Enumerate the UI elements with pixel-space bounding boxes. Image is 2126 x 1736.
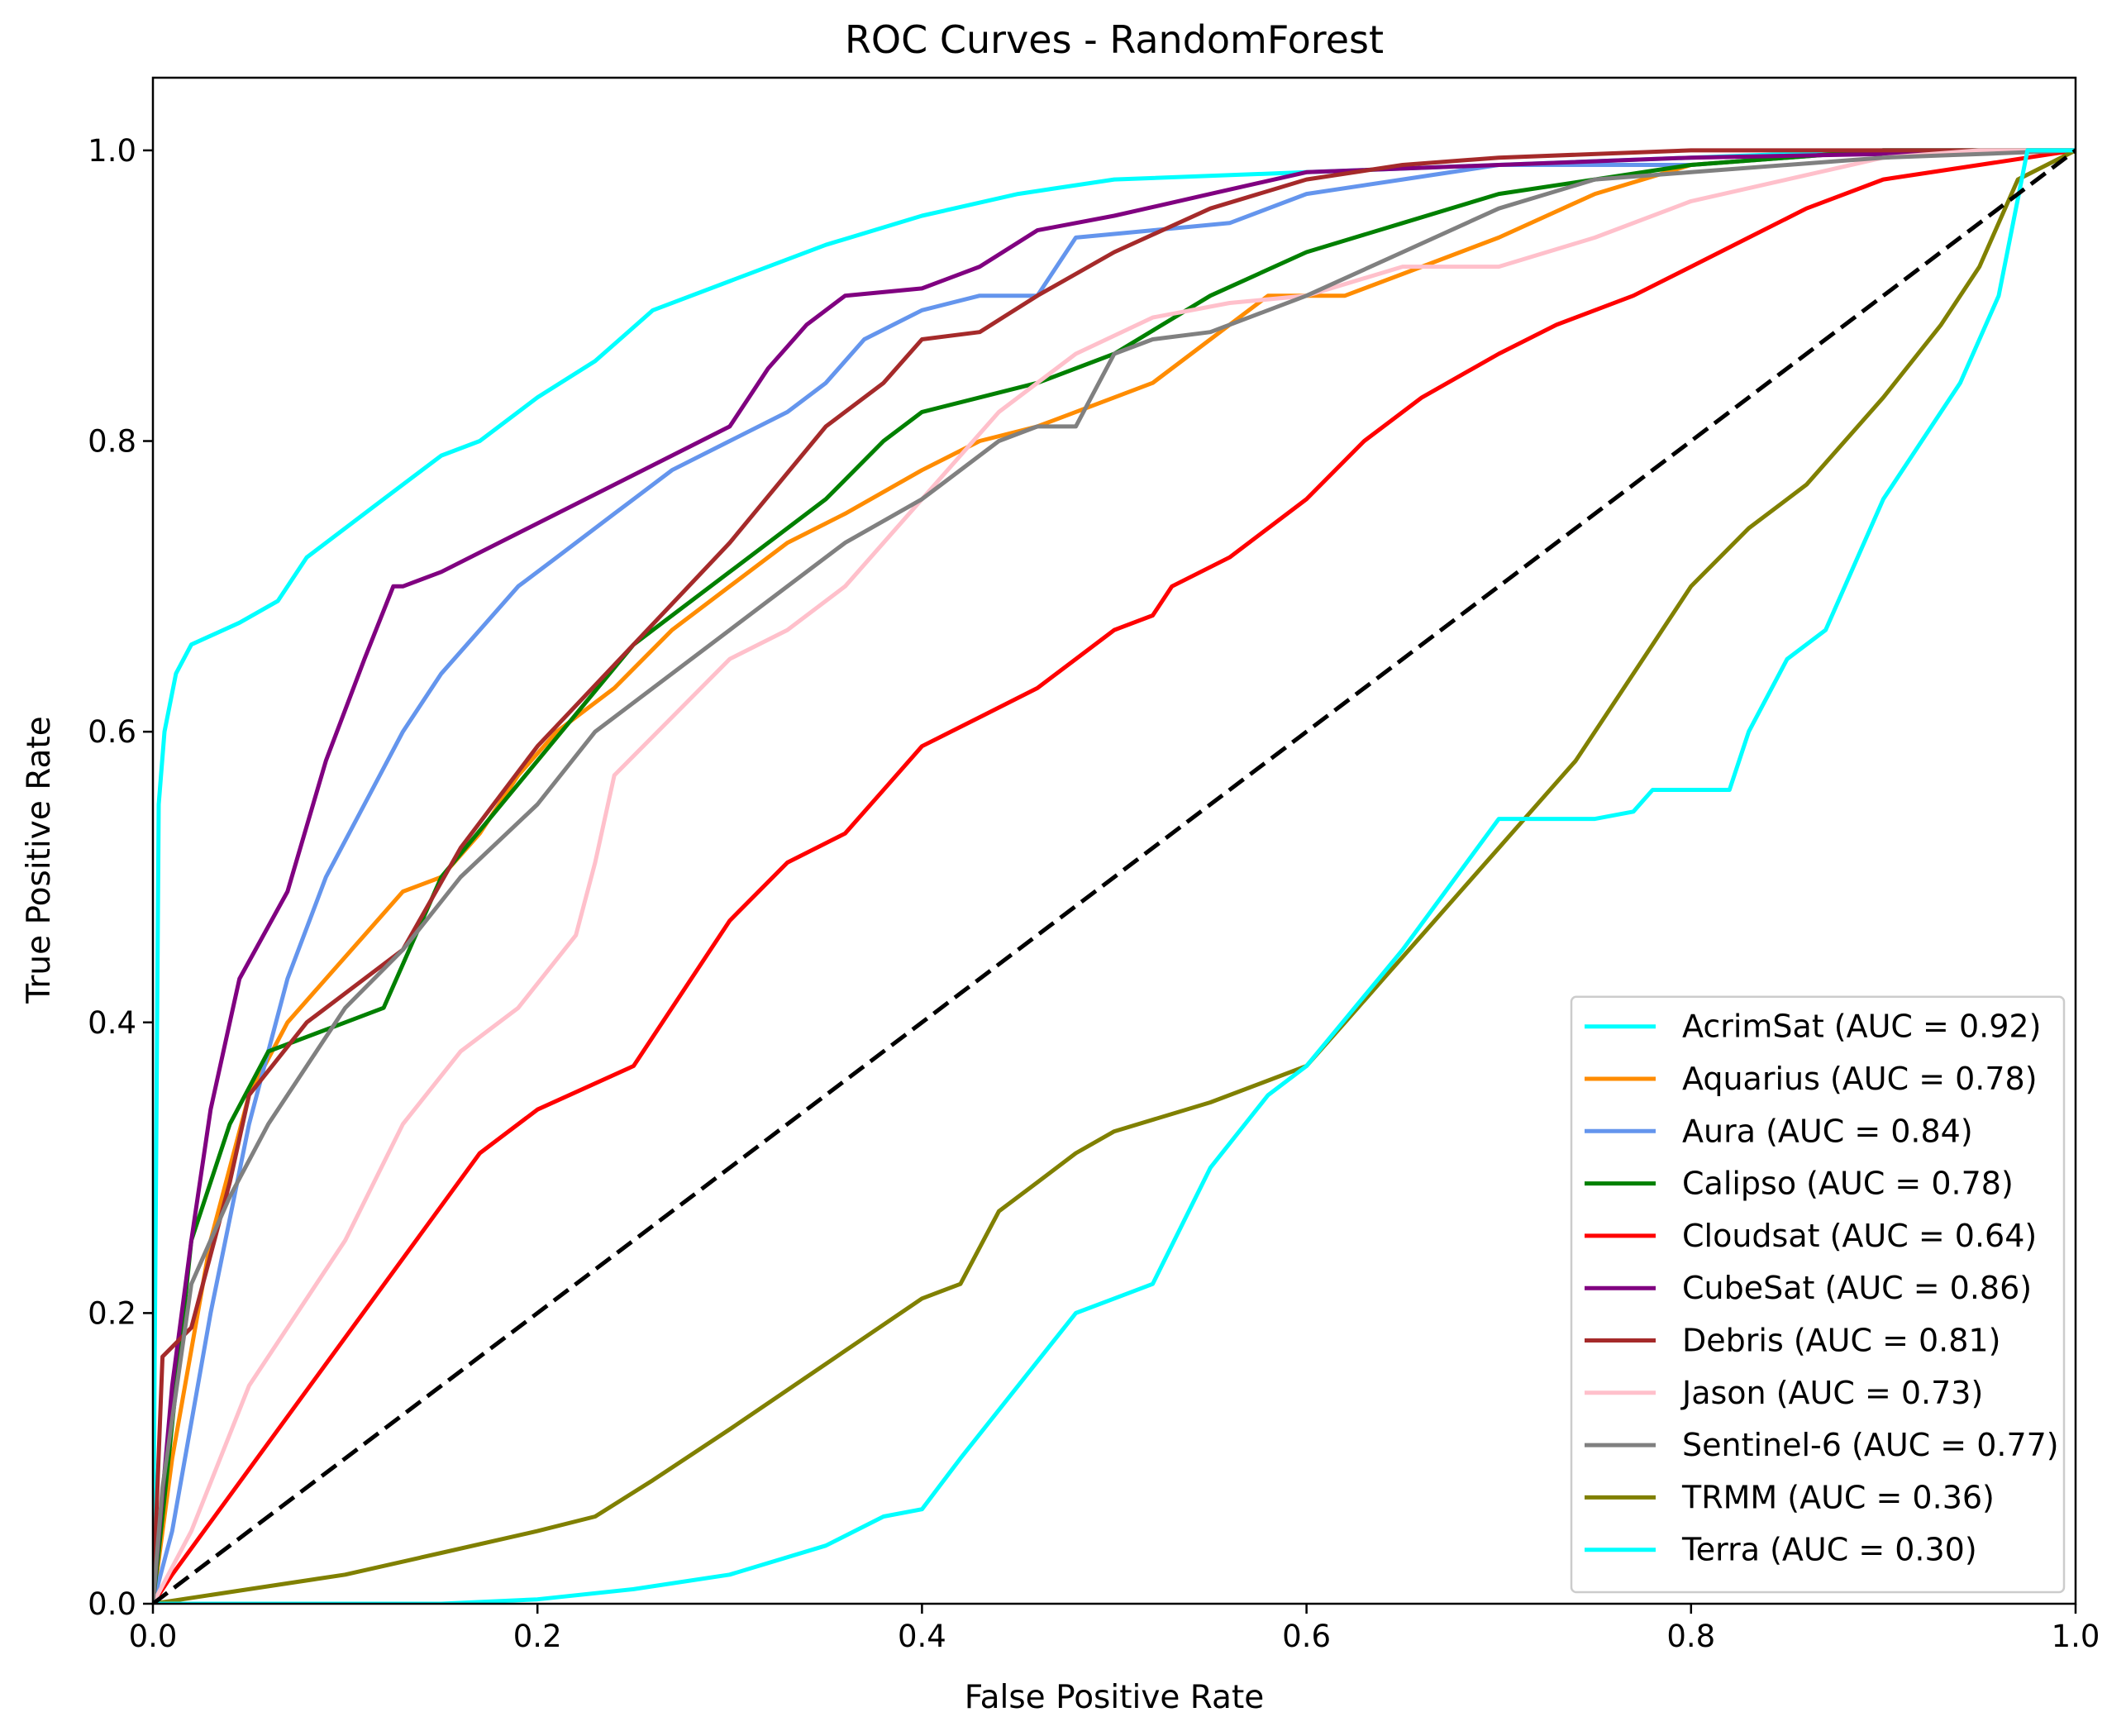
legend-label-sentinel-6: Sentinel-6 (AUC = 0.77) — [1682, 1427, 2059, 1463]
series-line-sentinel-6 — [153, 148, 2076, 1604]
x-tick-label: 0.4 — [898, 1619, 946, 1654]
series-line-jason — [153, 148, 2076, 1604]
x-axis-title: False Positive Rate — [965, 1679, 1264, 1716]
series-line-cubesat — [153, 148, 2076, 1604]
series-line-calipso — [153, 148, 2076, 1604]
y-tick-label: 0.8 — [88, 424, 136, 460]
y-axis-title: True Positive Rate — [21, 716, 58, 1004]
plot-area — [153, 148, 2076, 1604]
series-line-aura — [153, 148, 2076, 1604]
legend-label-jason: Jason (AUC = 0.73) — [1680, 1375, 1983, 1411]
legend-label-cubesat: CubeSat (AUC = 0.86) — [1682, 1270, 2032, 1306]
y-tick-label: 1.0 — [88, 133, 136, 169]
y-tick-label: 0.0 — [88, 1586, 136, 1622]
legend-label-trmm: TRMM (AUC = 0.36) — [1681, 1479, 1995, 1515]
legend-label-debris: Debris (AUC = 0.81) — [1682, 1323, 2000, 1359]
x-tick-label: 0.2 — [513, 1619, 562, 1654]
series-line-debris — [153, 148, 2076, 1604]
plot-frame — [151, 76, 2077, 1605]
baseline-diagonal — [153, 148, 2076, 1604]
legend: AcrimSat (AUC = 0.92) Aquarius (AUC = 0.7… — [1570, 995, 2066, 1594]
y-tick-label: 0.2 — [88, 1295, 136, 1331]
legend-label-aquarius: Aquarius (AUC = 0.78) — [1682, 1061, 2038, 1097]
x-tick-label: 0.0 — [129, 1619, 178, 1654]
legend-label-calipso: Calipso (AUC = 0.78) — [1682, 1166, 2014, 1202]
x-tick-label: 0.8 — [1666, 1619, 1715, 1654]
chart-title: ROC Curves - RandomForest — [845, 17, 1384, 62]
x-tick-label: 1.0 — [2052, 1619, 2100, 1654]
y-tick-label: 0.6 — [88, 714, 136, 750]
legend-label-cloudsat: Cloudsat (AUC = 0.64) — [1682, 1218, 2037, 1254]
y-tick-label: 0.4 — [88, 1005, 136, 1041]
legend-label-aura: Aura (AUC = 0.84) — [1682, 1113, 1973, 1149]
x-tick-label: 0.6 — [1282, 1619, 1331, 1654]
legend-label-terra: Terra (AUC = 0.30) — [1681, 1532, 1977, 1568]
legend-box — [1570, 995, 2066, 1594]
axis-ticks: 0.0 0.2 0.4 0.6 0.8 1.0 0.0 0.2 0.4 0.6 0.8 1.0 — [88, 133, 2100, 1654]
series-line-cloudsat — [153, 148, 2076, 1604]
legend-label-acrimsat: AcrimSat (AUC = 0.92) — [1682, 1009, 2041, 1045]
series-line-terra — [153, 148, 2076, 1604]
